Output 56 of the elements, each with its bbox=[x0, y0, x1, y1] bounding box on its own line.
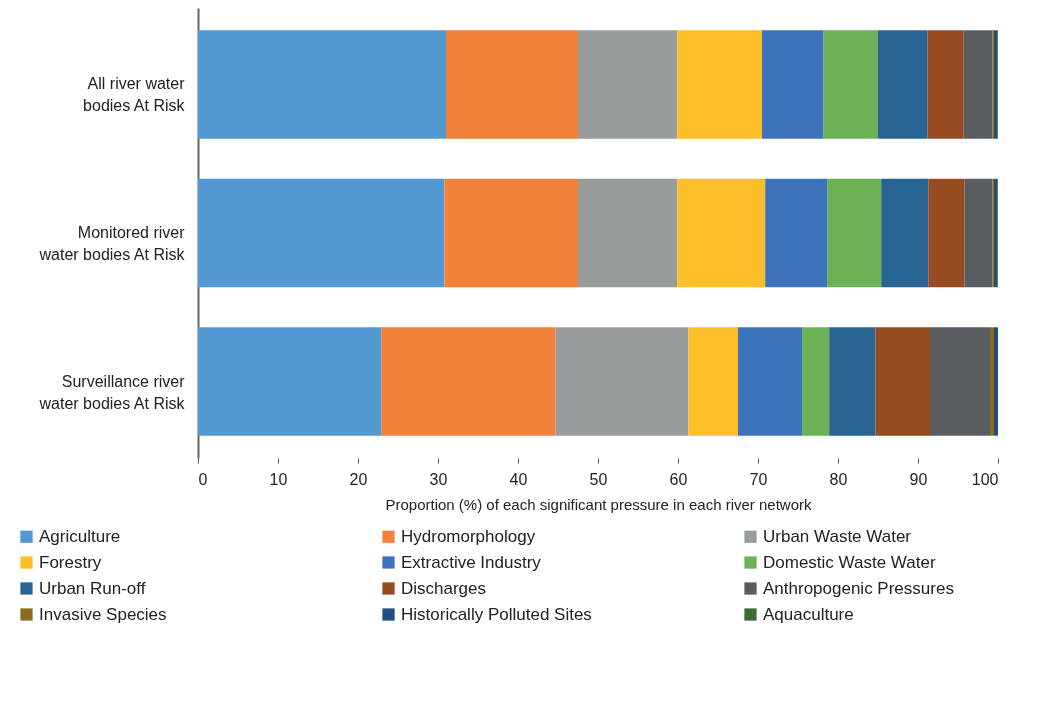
x-tick-label: 50 bbox=[589, 470, 608, 488]
legend-label: Aquaculture bbox=[763, 604, 854, 624]
legend-label: Agriculture bbox=[39, 526, 121, 546]
bar bbox=[827, 178, 882, 288]
bar bbox=[802, 327, 830, 436]
bar bbox=[990, 327, 994, 436]
bar bbox=[829, 327, 876, 436]
x-tick-label: 90 bbox=[909, 470, 928, 488]
bar bbox=[875, 327, 930, 436]
bar bbox=[198, 178, 445, 288]
bar bbox=[963, 30, 993, 139]
legend-label: Discharges bbox=[401, 578, 487, 598]
x-axis-title: Proportion (%) of each significant pressure in each river network bbox=[385, 495, 813, 513]
x-tick-label: 40 bbox=[509, 470, 528, 488]
bar bbox=[738, 327, 802, 436]
legend-label: Forestry bbox=[39, 552, 102, 572]
x-tick-label: 70 bbox=[749, 470, 768, 488]
bar bbox=[555, 327, 689, 436]
x-tick-label: 0 bbox=[198, 470, 208, 488]
bar bbox=[677, 178, 766, 288]
legend-label: Urban Waste Water bbox=[763, 526, 912, 546]
bar bbox=[677, 30, 762, 139]
bar bbox=[198, 327, 382, 436]
x-tick-label: 60 bbox=[669, 470, 688, 488]
legend-label: Hydromorphology bbox=[401, 526, 536, 546]
bar bbox=[930, 327, 990, 436]
x-tick-label: 80 bbox=[829, 470, 848, 488]
bar bbox=[878, 30, 928, 139]
x-tick-label: 20 bbox=[349, 470, 368, 488]
bar bbox=[927, 30, 964, 139]
y-tick-label: All river water bodies At Risk bbox=[83, 75, 186, 115]
x-tick-label: 10 bbox=[269, 470, 288, 488]
bar bbox=[994, 327, 998, 436]
bar bbox=[688, 327, 738, 436]
bar bbox=[578, 30, 678, 139]
bar bbox=[765, 178, 828, 288]
y-tick-label: Monitored river water bodies At Risk bbox=[38, 224, 186, 263]
legend-label: Urban Run-off bbox=[39, 578, 146, 598]
x-tick-label: 100 bbox=[971, 470, 999, 488]
legend-label: Historically Polluted Sites bbox=[401, 604, 592, 624]
legend-label: Invasive Species bbox=[39, 604, 167, 624]
bar bbox=[881, 178, 929, 288]
legend-label: Extractive Industry bbox=[401, 552, 542, 572]
legend-label: Domestic Waste Water bbox=[763, 552, 936, 572]
bar bbox=[823, 30, 878, 139]
legend-label: Anthropogenic Pressures bbox=[763, 578, 954, 598]
bar bbox=[198, 30, 446, 139]
bar bbox=[578, 178, 678, 288]
bar bbox=[964, 178, 993, 288]
bar bbox=[381, 327, 556, 436]
x-tick-label: 30 bbox=[429, 470, 448, 488]
y-tick-label: Surveillance river water bodies At Risk bbox=[38, 372, 186, 412]
bar bbox=[444, 178, 578, 288]
bar bbox=[446, 30, 578, 139]
bar bbox=[928, 178, 965, 288]
bar bbox=[762, 30, 824, 139]
